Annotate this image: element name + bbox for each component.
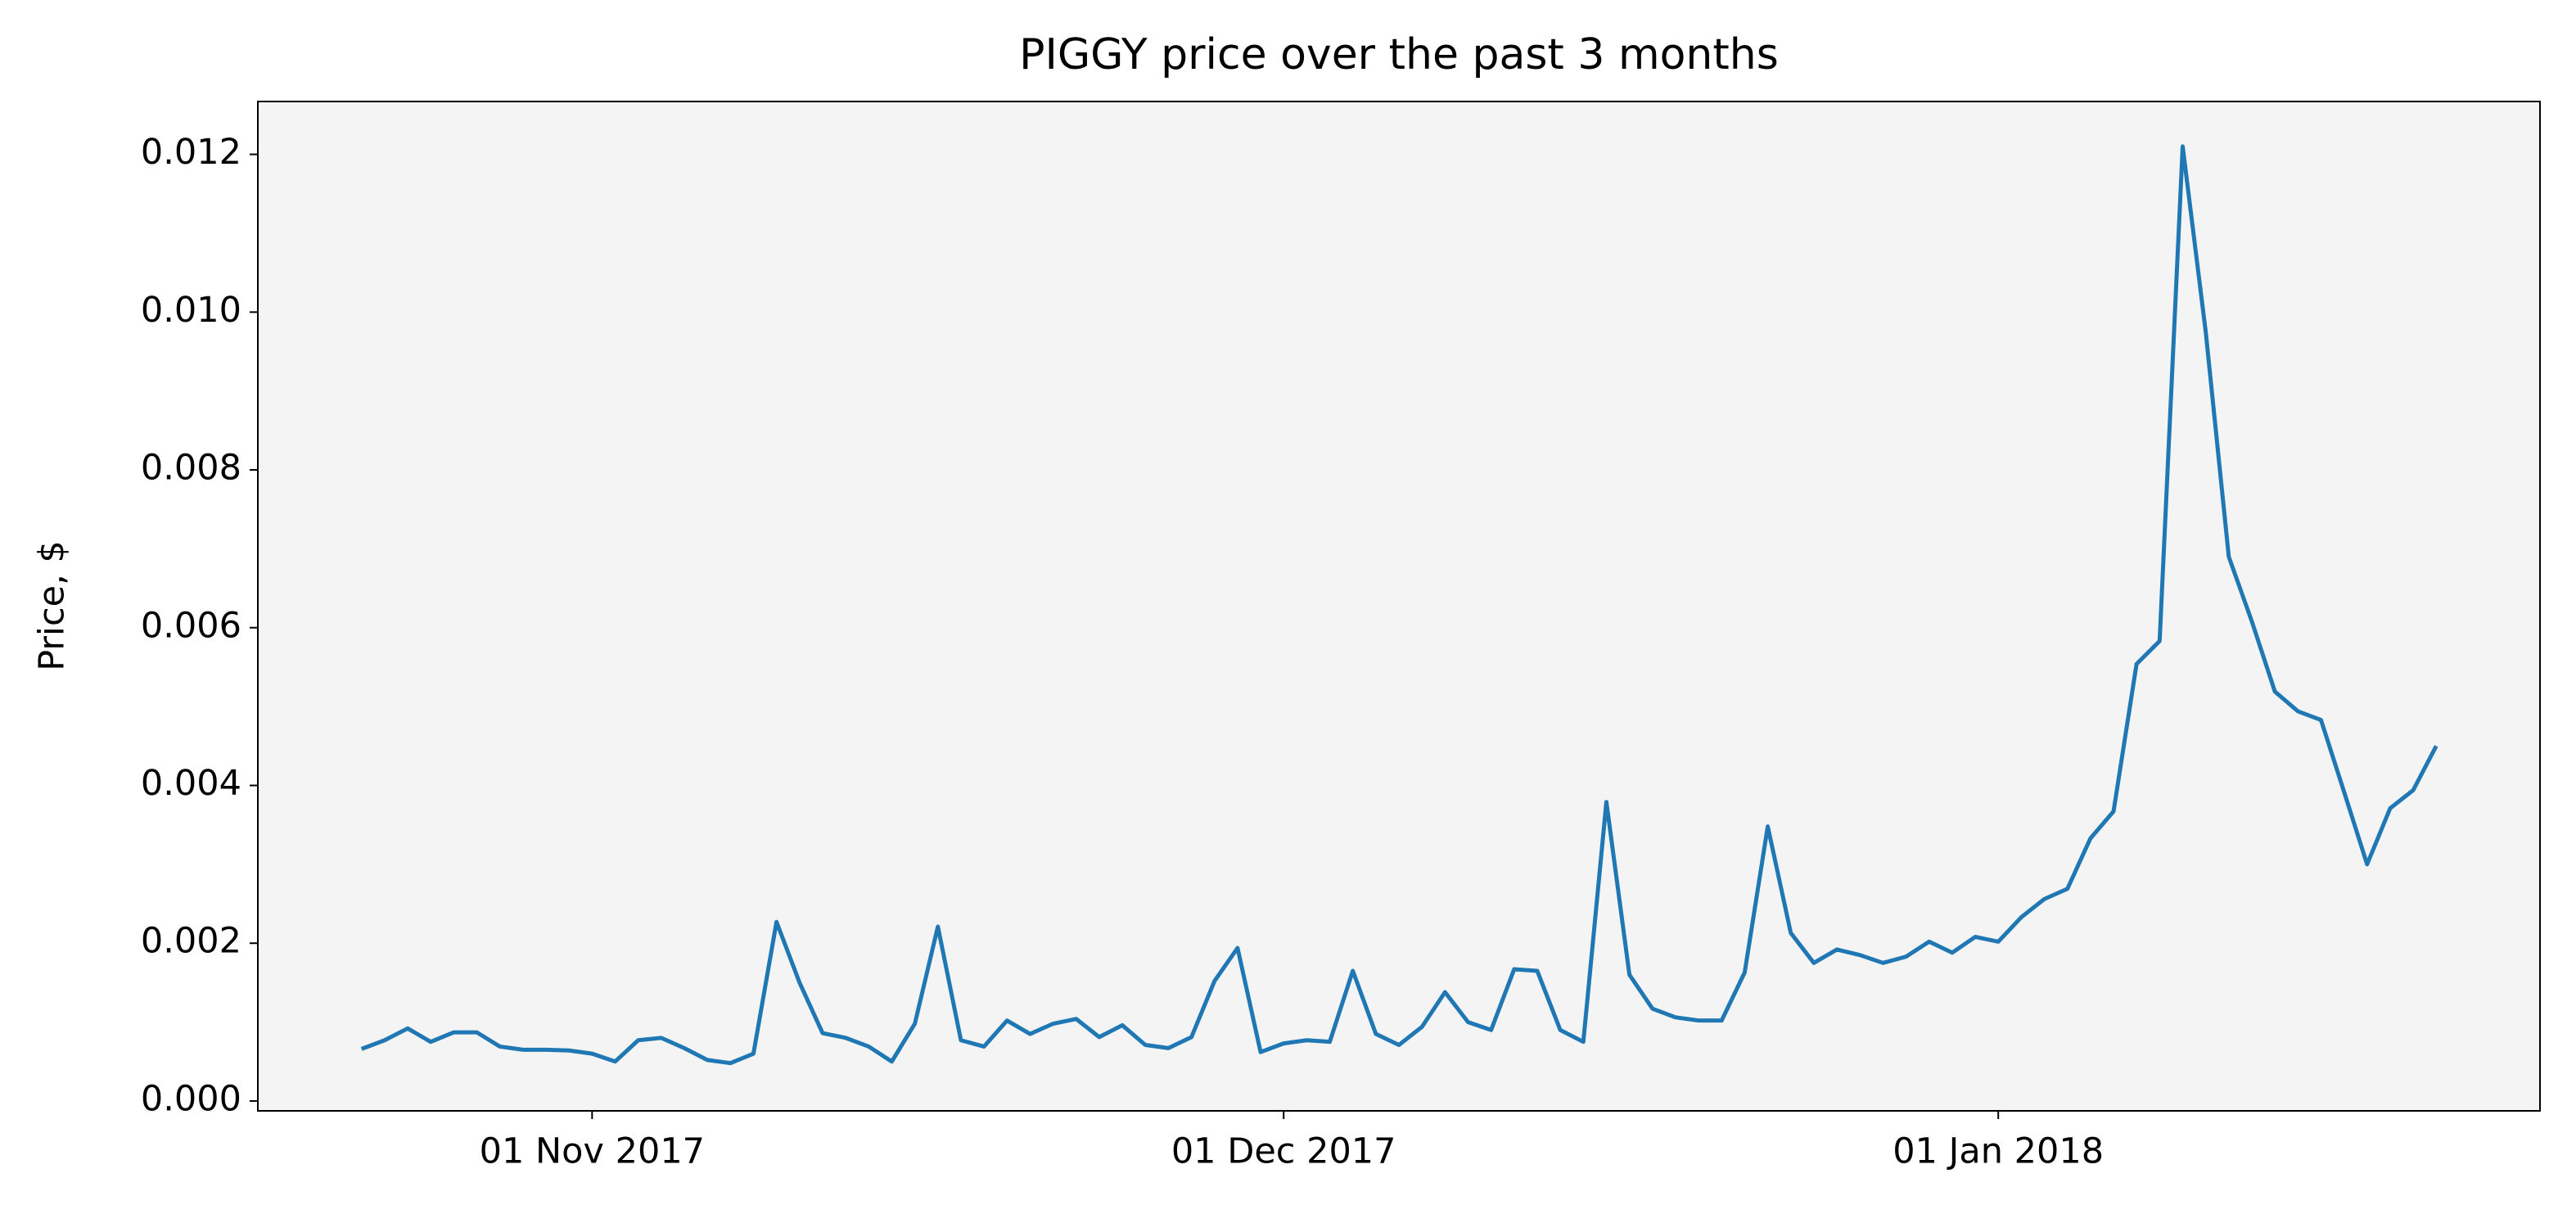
y-tick-label: 0.004 <box>141 763 241 804</box>
x-tick-label: 01 Dec 2017 <box>1171 1131 1396 1172</box>
y-tick-label: 0.000 <box>141 1078 241 1119</box>
y-tick-label: 0.012 <box>141 132 241 173</box>
price-line <box>360 144 2438 1066</box>
x-tick-label: 01 Jan 2018 <box>1893 1131 2104 1172</box>
y-tick-label: 0.006 <box>141 605 241 646</box>
y-tick-label: 0.008 <box>141 448 241 489</box>
y-axis-label: Price, $ <box>32 540 73 671</box>
x-tick-label: 01 Nov 2017 <box>480 1131 705 1172</box>
y-tick-label: 0.010 <box>141 290 241 331</box>
plot-frame <box>257 101 2541 1112</box>
chart-title: PIGGY price over the past 3 months <box>1019 30 1779 79</box>
y-tick-label: 0.002 <box>141 921 241 962</box>
